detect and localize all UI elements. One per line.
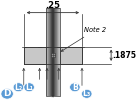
Circle shape xyxy=(24,83,34,92)
Bar xyxy=(57,8,58,96)
Polygon shape xyxy=(60,47,82,64)
Bar xyxy=(50,8,51,96)
Bar xyxy=(51,53,55,57)
Text: L₁: L₁ xyxy=(25,83,33,92)
Bar xyxy=(59,8,60,96)
Bar xyxy=(58,8,59,96)
Text: Note 2: Note 2 xyxy=(61,27,106,51)
Text: .25: .25 xyxy=(45,1,60,10)
Bar xyxy=(53,8,54,96)
Bar xyxy=(52,8,53,96)
Bar xyxy=(45,8,46,96)
Bar xyxy=(51,8,52,96)
Polygon shape xyxy=(24,47,45,64)
Bar xyxy=(54,8,55,96)
Text: L₂: L₂ xyxy=(14,83,23,92)
Bar xyxy=(46,8,47,96)
Bar xyxy=(45,8,60,96)
Bar xyxy=(48,8,49,96)
Circle shape xyxy=(70,83,80,92)
Text: L₃: L₃ xyxy=(83,89,91,98)
Text: B: B xyxy=(72,83,78,92)
Circle shape xyxy=(13,83,24,92)
Text: .1875: .1875 xyxy=(112,51,136,60)
Circle shape xyxy=(1,89,13,99)
Circle shape xyxy=(82,89,92,98)
Bar xyxy=(56,8,57,96)
Text: D: D xyxy=(3,89,11,98)
Bar xyxy=(49,8,50,96)
Bar xyxy=(47,8,48,96)
Bar xyxy=(55,8,56,96)
